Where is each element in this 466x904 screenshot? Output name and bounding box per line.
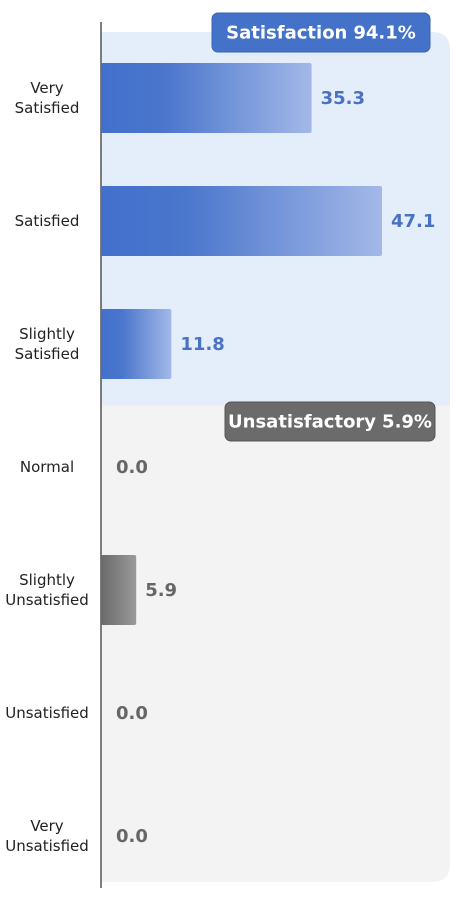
category-label: Unsatisfied bbox=[5, 704, 89, 722]
value-label: 0.0 bbox=[116, 457, 148, 478]
value-label: 5.9 bbox=[145, 580, 177, 601]
category-label: Slightly Unsatisfied bbox=[5, 571, 89, 609]
badge bbox=[224, 401, 436, 442]
badge-label: Unsatisfactory 5.9% bbox=[228, 412, 432, 433]
bar bbox=[101, 555, 137, 625]
value-label: 47.1 bbox=[391, 211, 435, 232]
badge-label: Satisfaction 94.1% bbox=[226, 23, 416, 44]
category-label: Very Unsatisfied bbox=[5, 817, 89, 855]
category-label: Normal bbox=[19, 458, 75, 476]
value-label: 0.0 bbox=[116, 826, 148, 847]
category-label: Slightly Satisfied bbox=[14, 325, 80, 363]
value-label: 35.3 bbox=[321, 88, 365, 109]
category-label: Very Satisfied bbox=[14, 79, 80, 117]
badge bbox=[211, 12, 431, 53]
value-label: 0.0 bbox=[116, 703, 148, 724]
badge-name: Satisfaction bbox=[226, 23, 347, 44]
bar bbox=[101, 186, 382, 256]
bar bbox=[101, 63, 312, 133]
badge-value: 94.1% bbox=[353, 23, 415, 44]
value-label: 11.8 bbox=[180, 334, 224, 355]
group-background bbox=[101, 405, 450, 882]
badge-value: 5.9% bbox=[382, 412, 432, 433]
bar bbox=[101, 309, 172, 379]
badge-name: Unsatisfactory bbox=[228, 412, 376, 433]
category-label: Satisfied bbox=[14, 212, 80, 230]
